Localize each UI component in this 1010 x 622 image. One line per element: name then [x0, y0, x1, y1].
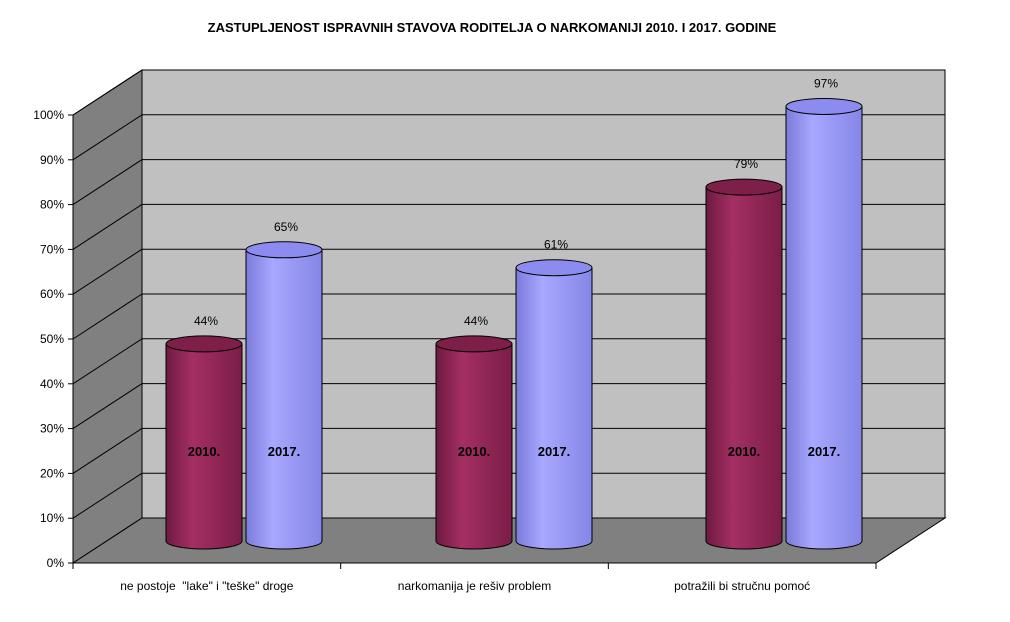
gridline-side: [72, 69, 143, 116]
series-label: 2010.: [458, 444, 491, 459]
bar-body: [705, 186, 783, 550]
data-label: 61%: [544, 238, 568, 252]
y-tick-label: 70%: [40, 242, 64, 256]
bar-body: [785, 105, 863, 550]
data-label: 65%: [274, 220, 298, 234]
y-axis: 0% 10% 20% 30% 40% 50% 60% 70% 80% 90% 100%: [33, 108, 74, 570]
plot-area: 0% 10% 20% 30% 40% 50% 60% 70% 80% 90% 100% 44% 201…: [33, 69, 947, 593]
data-label: 97%: [814, 76, 838, 90]
gridline-side: [72, 159, 143, 206]
bar-cap: [245, 241, 323, 259]
bar-cap: [435, 335, 513, 353]
bar-cap: [705, 178, 783, 196]
gridline-side: [72, 248, 143, 295]
y-tick-label: 0%: [47, 556, 65, 570]
y-tick-label: 100%: [33, 108, 64, 122]
gridline-side: [72, 427, 143, 474]
bar-2010-2: 79% 2010.: [705, 157, 783, 550]
bar-2010-0: 44% 2010.: [165, 314, 243, 550]
gridline-side: [72, 203, 143, 250]
y-tick-label: 90%: [40, 153, 64, 167]
y-tick-label: 10%: [40, 511, 64, 525]
bar-cap: [785, 97, 863, 115]
y-tick-label: 20%: [40, 466, 64, 480]
gridline-side: [72, 472, 143, 519]
bar-2017-2: 97% 2017.: [785, 76, 863, 550]
bar-body: [165, 343, 243, 550]
series-label: 2010.: [188, 444, 221, 459]
data-label: 44%: [194, 314, 218, 328]
y-tick-label: 40%: [40, 377, 64, 391]
gridline-side: [72, 114, 143, 161]
bars: 44% 2010. 44% 2010. 79% 2010. 65% 2017. 61% 2017.…: [165, 76, 863, 550]
series-label: 2010.: [728, 444, 761, 459]
x-tick-label: narkomanija je rešiv problem: [398, 579, 551, 593]
bar-2010-1: 44% 2010.: [435, 314, 513, 550]
bar-body: [515, 267, 593, 550]
bar-cap: [515, 259, 593, 277]
bar-2017-1: 61% 2017.: [515, 238, 593, 550]
bar-2017-0: 65% 2017.: [245, 220, 323, 550]
x-tick-label: ne postoje "lake" i "teške" droge: [120, 579, 293, 593]
bar-body: [245, 249, 323, 550]
gridline-side: [72, 338, 143, 385]
series-label: 2017.: [808, 444, 841, 459]
y-tick-label: 80%: [40, 198, 64, 212]
y-tick-label: 50%: [40, 332, 64, 346]
bar-body: [435, 343, 513, 550]
gridline-side: [72, 293, 143, 340]
gridline-side: [72, 383, 143, 430]
data-label: 44%: [464, 314, 488, 328]
series-label: 2017.: [268, 444, 301, 459]
y-tick-label: 60%: [40, 287, 64, 301]
x-tick-label: potražili bi stručnu pomoć: [674, 579, 810, 593]
bar-cap: [165, 335, 243, 353]
series-label: 2017.: [538, 444, 571, 459]
chart-title: ZASTUPLJENOST ISPRAVNIH STAVOVA RODITELJ…: [208, 20, 777, 35]
x-axis: ne postoje "lake" i "teške" droge narkoma…: [72, 562, 877, 593]
y-tick-label: 30%: [40, 422, 64, 436]
data-label: 79%: [734, 157, 758, 171]
